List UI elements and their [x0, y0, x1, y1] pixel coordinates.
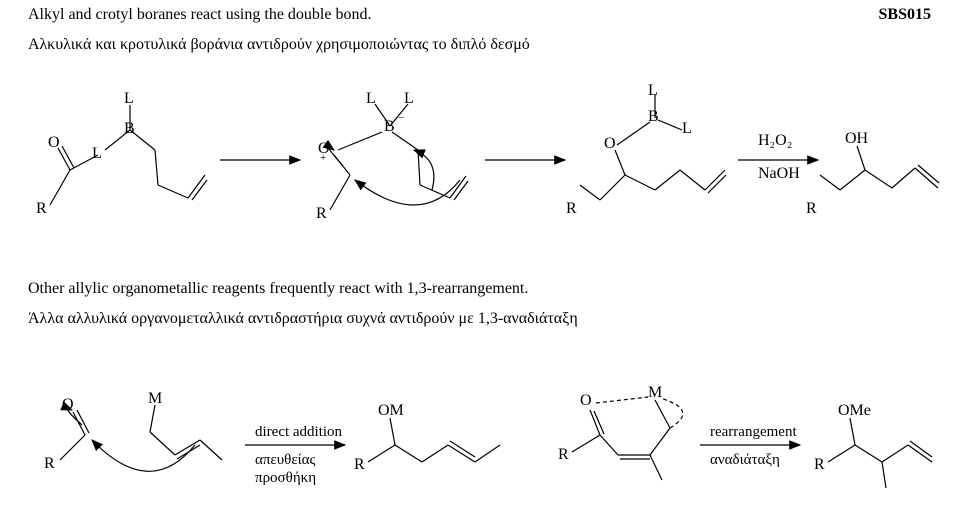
- label-L3: L: [366, 90, 376, 108]
- label-L6: L: [682, 120, 692, 138]
- label-R2: R: [316, 205, 327, 223]
- label-O-s5: O: [62, 396, 74, 414]
- rearrangement-gr: αναδιάταξη: [710, 452, 780, 469]
- label-plus: +: [320, 152, 326, 164]
- direct-addition-gr2: προσθήκη: [255, 470, 316, 487]
- direct-addition-gr1: απευθείας: [255, 452, 315, 469]
- label-M2: M: [648, 384, 662, 402]
- scheme-svg: [0, 0, 959, 519]
- struct-4: [820, 146, 939, 190]
- reagent-h2o2: H₂O₂: [758, 132, 792, 150]
- label-M1: M: [148, 390, 162, 408]
- label-L1: L: [124, 90, 134, 108]
- mid-greek: Άλλα αλλυλικά οργανομεταλλικά αντιδραστή…: [28, 310, 578, 328]
- label-L4: L: [404, 90, 414, 108]
- label-R6: R: [354, 456, 365, 474]
- label-O-s7: O: [580, 392, 592, 410]
- label-OMe: OMe: [838, 402, 871, 420]
- label-R5: R: [44, 455, 55, 473]
- label-minus: −: [398, 112, 404, 124]
- scheme1: [50, 95, 939, 210]
- label-O-s1: O: [48, 134, 60, 152]
- struct-6: [368, 418, 500, 462]
- label-OH: OH: [845, 130, 868, 148]
- label-R3: R: [566, 200, 577, 218]
- struct-8: [828, 418, 932, 488]
- label-R4: R: [806, 200, 817, 218]
- label-B1: B: [124, 120, 135, 138]
- label-R7: R: [558, 446, 569, 464]
- page-root: Alkyl and crotyl boranes react using the…: [0, 0, 959, 519]
- label-B2: B: [384, 118, 395, 136]
- label-L2: L: [92, 145, 102, 163]
- mid-english: Other allylic organometallic reagents fr…: [28, 280, 528, 298]
- label-B3: B: [648, 108, 659, 126]
- rearrangement-en: rearrangement: [710, 424, 797, 441]
- label-R1: R: [36, 200, 47, 218]
- reagent-naoh: NaOH: [758, 165, 800, 183]
- label-OM: OM: [378, 402, 404, 420]
- direct-addition-en: direct addition: [255, 424, 342, 441]
- label-O-s3: O: [604, 135, 616, 153]
- scheme2: [60, 397, 932, 488]
- label-R8: R: [814, 456, 825, 474]
- struct-5: [60, 405, 222, 471]
- label-L5: L: [648, 82, 658, 100]
